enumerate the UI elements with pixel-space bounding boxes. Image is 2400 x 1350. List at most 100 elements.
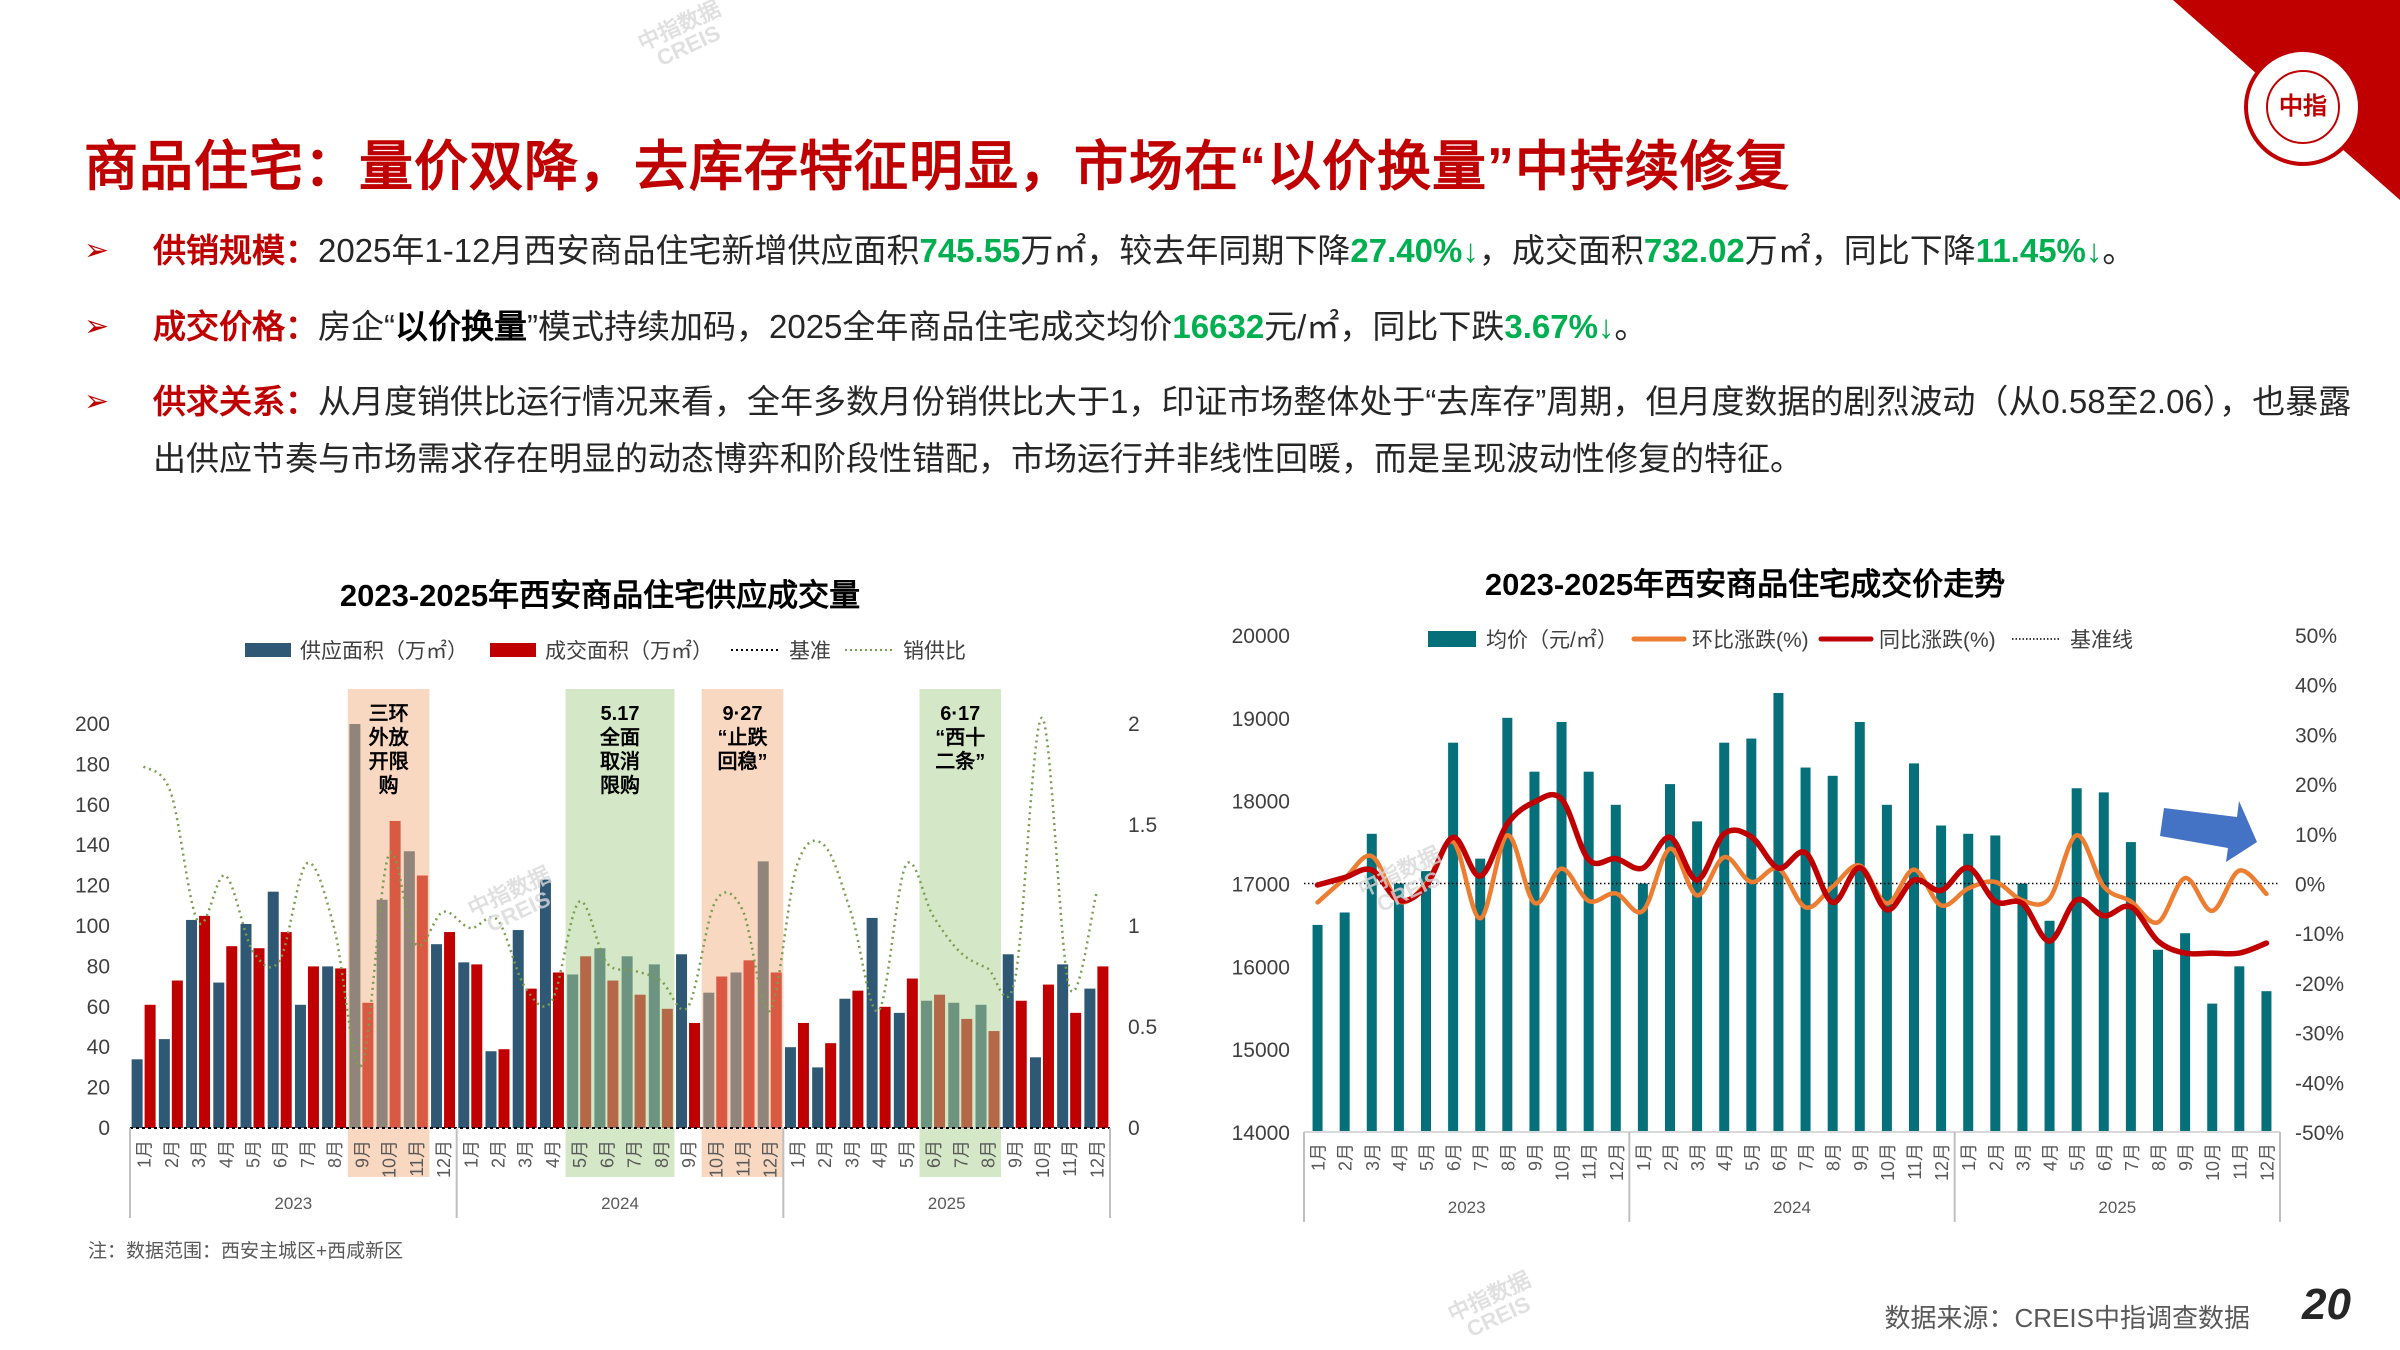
highlight-value: 16632 bbox=[1172, 308, 1265, 345]
bullet-arrow-icon: ➢ bbox=[84, 310, 110, 343]
month-label: 5月 bbox=[897, 1140, 917, 1168]
sales-bar bbox=[362, 1002, 374, 1128]
sales-bar bbox=[525, 988, 537, 1128]
mom-change-line bbox=[1315, 833, 2269, 925]
policy-annotation: 全面 bbox=[599, 725, 640, 749]
supply-bar bbox=[866, 917, 878, 1128]
supply-bar bbox=[403, 851, 415, 1128]
bullet-text: 2025年1-12月西安商品住宅新增供应面积 bbox=[318, 232, 920, 269]
highlight-value: 27.40%↓ bbox=[1350, 232, 1479, 269]
month-label: 1月 bbox=[1959, 1143, 1979, 1171]
month-label: 7月 bbox=[2122, 1143, 2142, 1171]
sales-bar bbox=[934, 994, 946, 1128]
price-bar bbox=[1502, 717, 1513, 1132]
yoy-change-line bbox=[1314, 791, 2270, 957]
y2-tick-label: 2 bbox=[1128, 713, 1140, 736]
y2-tick-label: -50% bbox=[2295, 1122, 2344, 1145]
sales-bar bbox=[661, 1008, 673, 1128]
sales-bar bbox=[199, 915, 211, 1128]
supply-bar bbox=[567, 974, 579, 1128]
price-bar bbox=[1827, 775, 1838, 1132]
legend-label: 供应面积（万㎡） bbox=[300, 639, 468, 663]
price-bar bbox=[1990, 835, 2001, 1132]
legend-swatch bbox=[490, 643, 536, 657]
y2-tick-label: 1 bbox=[1128, 915, 1140, 938]
sales-bar bbox=[825, 1043, 837, 1128]
bullet-label: 供销规模： bbox=[153, 232, 318, 269]
month-label: 12月 bbox=[434, 1140, 454, 1178]
policy-annotation: 购 bbox=[379, 773, 399, 797]
price-bar bbox=[1421, 871, 1431, 1132]
price-bar bbox=[1475, 858, 1486, 1132]
price-bar bbox=[1719, 742, 1730, 1132]
highlight-value: 732.02 bbox=[1643, 232, 1745, 269]
legend-label: 基准线 bbox=[2070, 629, 2133, 652]
year-label: 2024 bbox=[601, 1194, 639, 1213]
bullet-label: 成交价格： bbox=[153, 308, 318, 345]
y-tick-label: 200 bbox=[75, 713, 110, 736]
supply-bar bbox=[1057, 964, 1069, 1128]
price-bar bbox=[1800, 767, 1811, 1132]
page-title: 商品住宅：量价双降，去库存特征明显，市场在“以价换量”中持续修复 bbox=[84, 137, 1790, 197]
month-label: 6月 bbox=[597, 1140, 617, 1168]
bullet-price: ➢ 成交价格：房企“以价换量”模式持续加码，2025全年商品住宅成交均价1663… bbox=[84, 298, 2384, 355]
month-label: 9月 bbox=[679, 1140, 699, 1168]
sales-bar bbox=[226, 946, 238, 1128]
price-bar bbox=[1393, 883, 1404, 1132]
month-label: 5月 bbox=[570, 1140, 590, 1168]
legend-label: 销供比 bbox=[903, 640, 966, 663]
bullet-text: ”模式持续加码，2025全年商品住宅成交均价 bbox=[527, 308, 1173, 345]
supply-bar bbox=[376, 899, 388, 1128]
bullet-text: 万㎡，较去年同期下降 bbox=[1020, 232, 1351, 269]
y-tick-label: 160 bbox=[75, 794, 110, 817]
supply-bar bbox=[267, 891, 279, 1128]
policy-annotation: 外放 bbox=[369, 725, 410, 749]
month-label: 6月 bbox=[2095, 1143, 2115, 1171]
y2-tick-label: 50% bbox=[2295, 625, 2337, 648]
price-bar bbox=[1936, 825, 1947, 1132]
month-label: 5月 bbox=[244, 1140, 264, 1168]
supply-bar bbox=[921, 1000, 933, 1128]
policy-annotation: “止跌 bbox=[718, 725, 769, 749]
price-bar bbox=[2098, 792, 2109, 1132]
price-bar bbox=[2207, 1003, 2218, 1132]
month-label: 11月 bbox=[1060, 1140, 1080, 1177]
sales-bar bbox=[906, 978, 918, 1128]
supply-bar bbox=[1002, 954, 1014, 1128]
bullet-arrow-icon: ➢ bbox=[84, 385, 110, 418]
policy-annotation: 回稳” bbox=[718, 749, 768, 773]
sales-bar bbox=[144, 1004, 156, 1128]
sales-bar bbox=[1042, 984, 1054, 1128]
month-label: 10月 bbox=[1033, 1140, 1053, 1178]
sales-bar bbox=[552, 972, 564, 1128]
y-tick-label: 100 bbox=[75, 915, 110, 938]
supply-bar bbox=[512, 930, 524, 1128]
supply-bar bbox=[948, 1002, 960, 1128]
sales-bar bbox=[444, 932, 456, 1128]
supply-bar bbox=[294, 1004, 306, 1128]
y-tick-label: 20 bbox=[87, 1077, 110, 1100]
month-label: 11月 bbox=[1905, 1143, 1925, 1180]
sales-bar bbox=[1015, 1000, 1027, 1128]
y2-tick-label: 0 bbox=[1128, 1117, 1140, 1140]
supply-bar bbox=[757, 861, 769, 1128]
bullet-text: 。 bbox=[1614, 308, 1648, 345]
watermark: 中指数据 CREIS bbox=[1443, 1266, 1535, 1343]
month-label: 4月 bbox=[216, 1140, 236, 1168]
sales-bar bbox=[743, 960, 755, 1128]
month-label: 12月 bbox=[1607, 1143, 1627, 1181]
y-tick-label: 60 bbox=[87, 996, 110, 1019]
y2-tick-label: 40% bbox=[2295, 675, 2337, 698]
bullet-arrow-icon: ➢ bbox=[84, 234, 110, 267]
supply-bar bbox=[975, 1004, 987, 1128]
supply-bar bbox=[648, 964, 660, 1128]
price-bar bbox=[1854, 721, 1865, 1132]
month-label: 8月 bbox=[979, 1140, 999, 1168]
chart-title: 2023-2025年西安商品住宅成交价走势 bbox=[1485, 567, 2005, 602]
y-tick-label: 20000 bbox=[1232, 625, 1290, 648]
logo-mark: 中指 bbox=[2279, 92, 2327, 120]
sales-bar bbox=[389, 820, 401, 1128]
bullet-label: 供求关系： bbox=[153, 383, 318, 420]
y2-tick-label: 30% bbox=[2295, 724, 2337, 747]
